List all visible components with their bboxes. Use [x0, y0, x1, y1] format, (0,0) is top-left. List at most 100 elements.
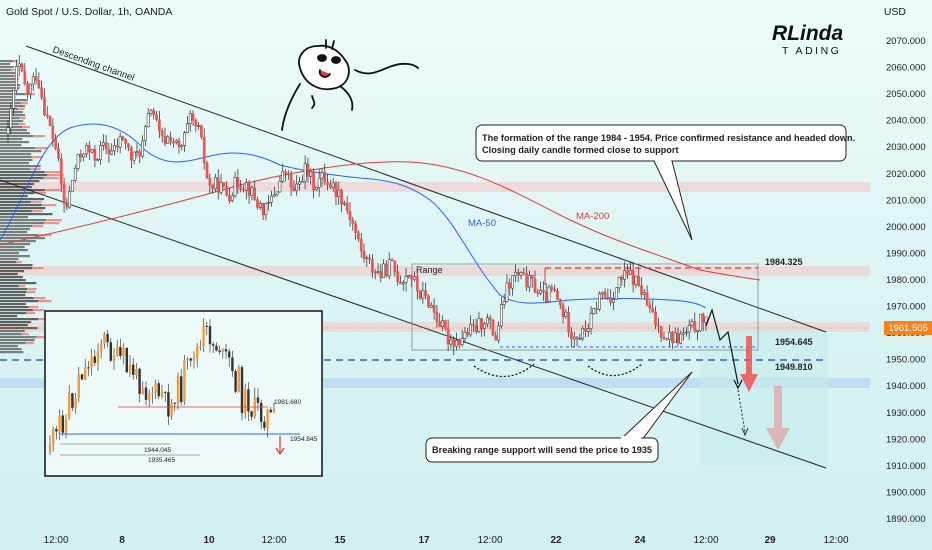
candle-bull [141, 140, 144, 157]
candle-bear [115, 145, 119, 148]
projection-dotted-head [741, 427, 749, 437]
candle-bull [12, 90, 15, 109]
volume-bar [0, 309, 33, 312]
candle-bull [275, 191, 279, 195]
volume-bar [0, 312, 26, 315]
x-tick-label: 12:00 [823, 535, 848, 546]
candle-bear [129, 147, 133, 161]
inset-candle-bull [272, 408, 276, 413]
candle-bull [73, 168, 77, 181]
candle-bull [233, 177, 237, 197]
candles [6, 55, 708, 356]
candle-bull [309, 171, 313, 177]
inset-label-2: 1954.845 [290, 436, 317, 443]
candle-bear [211, 184, 214, 189]
candle-bear [570, 332, 573, 340]
volume-bar [0, 315, 18, 318]
volume-bar-red [41, 204, 57, 207]
candle-bear [567, 311, 570, 333]
candle-bear [701, 313, 705, 323]
candle-bull [343, 202, 346, 205]
inset-candle-bull [192, 358, 196, 361]
candle-bear [368, 257, 371, 260]
inset-candle-bear [164, 391, 167, 393]
candle-bull [244, 182, 248, 191]
candle-bull [135, 151, 139, 153]
volume-bar [0, 180, 40, 183]
candle-bull [15, 66, 18, 91]
y-tick-label: 2040.000 [886, 116, 926, 127]
inset-candle-bull [103, 333, 106, 344]
candle-bear [124, 139, 128, 145]
candle-bull [589, 313, 593, 329]
volume-bar [0, 66, 14, 69]
y-tick-label: 1930.000 [886, 408, 926, 419]
x-tick-label: 22 [550, 535, 562, 546]
candle-bear [202, 136, 206, 164]
candle-bull [281, 171, 285, 182]
candle-bull [331, 182, 335, 188]
volume-bar-red [44, 171, 61, 174]
candle-bear [609, 297, 613, 303]
candle-bear [256, 199, 259, 208]
x-tick-label: 12:00 [693, 535, 718, 546]
candle-bear [494, 335, 498, 341]
volume-bar [0, 330, 25, 333]
candle-bear [222, 182, 226, 187]
candle-bear [373, 271, 377, 274]
candle-bear [79, 153, 83, 158]
candle-bear [393, 260, 397, 272]
y-tick-label: 1890.000 [886, 514, 926, 525]
candle-bull [99, 145, 102, 160]
volume-bar [0, 288, 28, 291]
candle-bull [514, 271, 517, 276]
candle-bear [443, 320, 447, 329]
candle-bull [617, 276, 621, 289]
y-tick-label: 1920.000 [886, 434, 926, 445]
volume-bar [0, 144, 22, 147]
volume-bar [0, 135, 34, 138]
inset-candle-bear [144, 387, 148, 400]
inset-candle-bull [221, 349, 224, 353]
volume-bar-red [10, 69, 15, 72]
candle-bull [441, 320, 444, 327]
inset-chart: 1981.680 1954.845 1944.045 1935.465 [44, 310, 323, 477]
inset-candle-bear [61, 415, 64, 433]
volume-bar [0, 192, 35, 195]
inset-candle-bear [205, 325, 208, 327]
volume-bar [0, 303, 26, 306]
candle-bear [640, 285, 643, 295]
volume-bar [0, 60, 14, 63]
volume-bar [0, 228, 30, 231]
candle-bull [505, 282, 509, 302]
volume-bar [0, 261, 17, 264]
candle-bull [270, 195, 273, 203]
volume-bar-red [18, 108, 25, 111]
volume-bar [0, 78, 19, 81]
candle-bear [261, 203, 265, 216]
volume-bar-red [34, 192, 47, 195]
volume-bar [0, 282, 37, 285]
candle-bull [132, 151, 136, 161]
volume-bar [0, 156, 32, 159]
inset-candle-bear [80, 374, 84, 380]
volume-bar [0, 300, 39, 303]
candle-bear [671, 331, 674, 343]
candle-bear [51, 125, 55, 139]
candle-bear [312, 171, 315, 191]
candle-bear [225, 185, 229, 196]
candle-bull [696, 330, 699, 333]
channel-lower-line [0, 179, 827, 469]
inset-candle-bear [224, 349, 228, 352]
y-tick-label: 1980.000 [886, 275, 926, 286]
volume-bar [0, 129, 27, 132]
candle-bull [401, 282, 405, 285]
inset-candle-bear [119, 346, 122, 356]
candle-bull [9, 108, 13, 129]
inset-candle-bull [64, 418, 68, 433]
inset-label-1: 1981.680 [274, 399, 301, 406]
candle-bear [620, 276, 624, 280]
volume-bar [0, 87, 20, 90]
candle-bull [298, 181, 301, 185]
